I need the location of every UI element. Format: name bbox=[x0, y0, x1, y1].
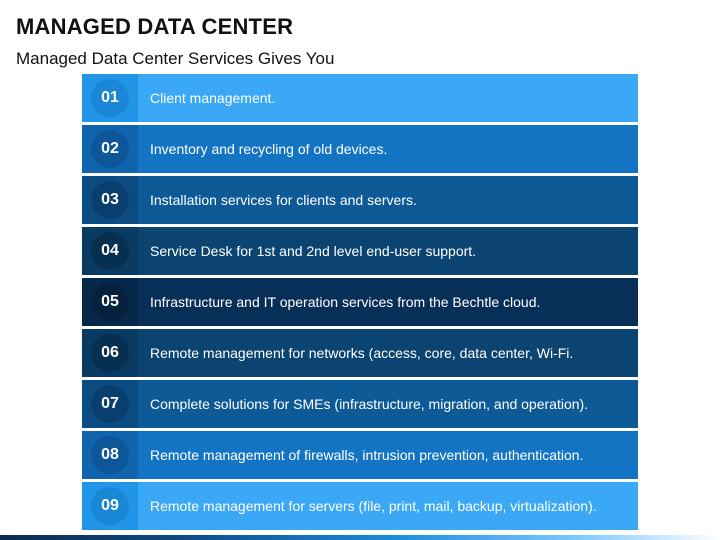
item-number: 09 bbox=[91, 487, 129, 525]
item-text: Complete solutions for SMEs (infrastruct… bbox=[150, 396, 589, 412]
services-list: 01 Client management. 02 Inventory and recy… bbox=[82, 74, 638, 533]
item-number-box: 06 bbox=[82, 329, 138, 377]
item-number-box: 02 bbox=[82, 125, 138, 173]
item-number: 05 bbox=[91, 283, 129, 321]
item-number-box: 01 bbox=[82, 74, 138, 122]
list-item: 04 Service Desk for 1st and 2nd level end… bbox=[82, 227, 638, 275]
item-text: Installation services for clients and se… bbox=[150, 192, 417, 208]
list-item: 07 Complete solutions for SMEs (infrastru… bbox=[82, 380, 638, 428]
item-number: 06 bbox=[91, 334, 129, 372]
item-number: 03 bbox=[91, 181, 129, 219]
item-text: Remote management for servers (file, pri… bbox=[150, 498, 597, 514]
item-number-box: 07 bbox=[82, 380, 138, 428]
item-number: 02 bbox=[91, 130, 129, 168]
item-number-box: 03 bbox=[82, 176, 138, 224]
item-number: 07 bbox=[91, 385, 129, 423]
list-item: 01 Client management. bbox=[82, 74, 638, 122]
item-text: Remote management for networks (access, … bbox=[150, 345, 574, 361]
page-title: MANAGED DATA CENTER bbox=[16, 14, 294, 39]
item-text: Infrastructure and IT operation services… bbox=[150, 294, 541, 310]
item-text: Client management. bbox=[150, 90, 276, 106]
item-number-box: 09 bbox=[82, 482, 138, 530]
item-number: 04 bbox=[91, 232, 129, 270]
item-number: 08 bbox=[91, 436, 129, 474]
item-number-box: 08 bbox=[82, 431, 138, 479]
page-subtitle: Managed Data Center Services Gives You bbox=[16, 49, 335, 68]
list-item: 09 Remote management for servers (file, p… bbox=[82, 482, 638, 530]
item-number-box: 04 bbox=[82, 227, 138, 275]
list-item: 08 Remote management of firewalls, intrus… bbox=[82, 431, 638, 479]
item-text: Service Desk for 1st and 2nd level end-u… bbox=[150, 243, 477, 259]
list-item: 05 Infrastructure and IT operation servic… bbox=[82, 278, 638, 326]
item-number-box: 05 bbox=[82, 278, 138, 326]
list-item: 02 Inventory and recycling of old devices… bbox=[82, 125, 638, 173]
bottom-accent-bar bbox=[0, 535, 720, 540]
item-number: 01 bbox=[91, 79, 129, 117]
list-item: 06 Remote management for networks (access… bbox=[82, 329, 638, 377]
list-item: 03 Installation services for clients and … bbox=[82, 176, 638, 224]
item-text: Remote management of firewalls, intrusio… bbox=[150, 447, 584, 463]
item-text: Inventory and recycling of old devices. bbox=[150, 141, 388, 157]
